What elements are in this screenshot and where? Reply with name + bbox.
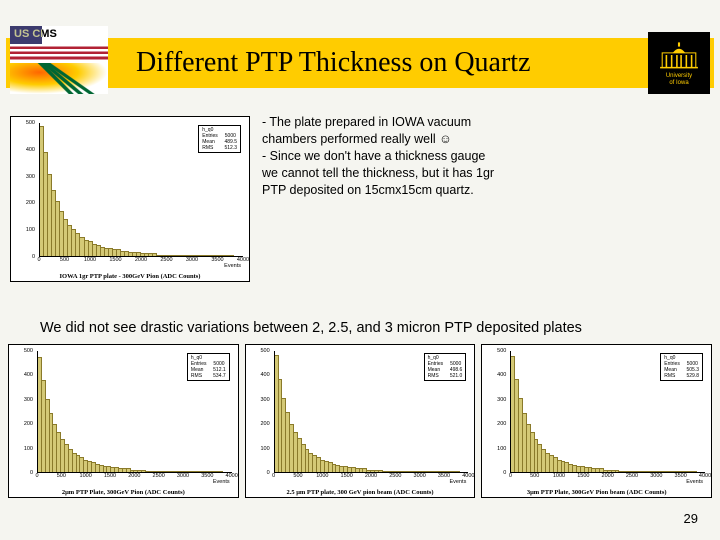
us-cms-label: US CMS	[14, 28, 57, 40]
histogram-2um: h_q0 Entries 5000 Mean 512.1 RMS 534.750…	[8, 344, 239, 498]
slide-title: Different PTP Thickness on Quartz	[136, 47, 531, 79]
dome-icon	[658, 39, 700, 71]
mid-sentence: We did not see drastic variations betwee…	[40, 320, 680, 336]
university-iowa-logo: University of Iowa	[648, 32, 710, 94]
bottom-chart-row: h_q0 Entries 5000 Mean 512.1 RMS 534.750…	[8, 344, 712, 498]
description-text: - The plate prepared in IOWA vacuum cham…	[262, 114, 504, 198]
us-cms-logo: US CMS	[10, 26, 108, 94]
uiowa-line2: of Iowa	[669, 80, 688, 86]
page-number: 29	[684, 511, 698, 526]
histogram-3um: h_q0 Entries 5000 Mean 505.3 RMS 529.850…	[481, 344, 712, 498]
uiowa-line1: University	[666, 73, 692, 79]
histogram-2-5um: h_q0 Entries 5000 Mean 498.6 RMS 521.050…	[245, 344, 476, 498]
title-bar: Different PTP Thickness on Quartz	[6, 38, 714, 88]
histogram-iowa-1gr: h_q0 Entries 5000 Mean 489.5 RMS 512.350…	[10, 116, 250, 282]
